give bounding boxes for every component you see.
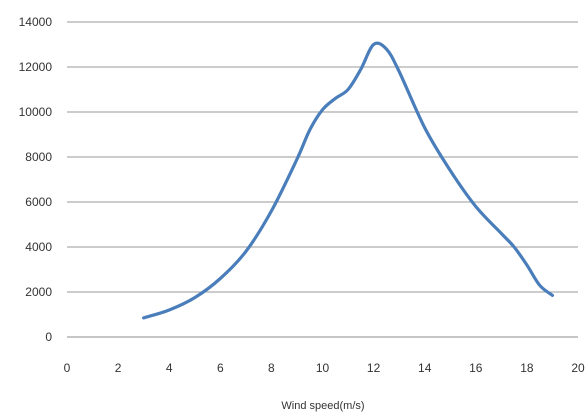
- y-axis-tick-labels: 0 2000 4000 6000 8000 10000 12000 14000: [19, 15, 53, 344]
- x-tick-label: 20: [571, 361, 585, 375]
- x-tick-label: 8: [268, 361, 275, 375]
- x-tick-label: 0: [64, 361, 71, 375]
- x-tick-label: 2: [115, 361, 122, 375]
- x-axis-title: Wind speed(m/s): [281, 400, 364, 412]
- y-tick-label: 6000: [25, 195, 52, 209]
- y-tick-label: 2000: [25, 285, 52, 299]
- x-tick-label: 4: [166, 361, 173, 375]
- x-tick-label: 10: [316, 361, 330, 375]
- series-group: [142, 41, 555, 320]
- y-tick-label: 14000: [19, 15, 53, 29]
- y-tick-label: 0: [45, 330, 52, 344]
- x-tick-label: 12: [367, 361, 381, 375]
- y-tick-label: 10000: [19, 105, 53, 119]
- x-tick-label: 18: [520, 361, 534, 375]
- x-tick-label: 16: [469, 361, 483, 375]
- y-tick-label: 4000: [25, 240, 52, 254]
- x-tick-label: 6: [217, 361, 224, 375]
- x-tick-label: 14: [418, 361, 432, 375]
- x-axis-tick-labels: 0 2 4 6 8 10 12 14 16 18 20: [64, 361, 585, 375]
- grid-lines: [67, 21, 578, 338]
- series-line: [142, 41, 555, 320]
- y-tick-label: 8000: [25, 150, 52, 164]
- y-tick-label: 12000: [19, 60, 53, 74]
